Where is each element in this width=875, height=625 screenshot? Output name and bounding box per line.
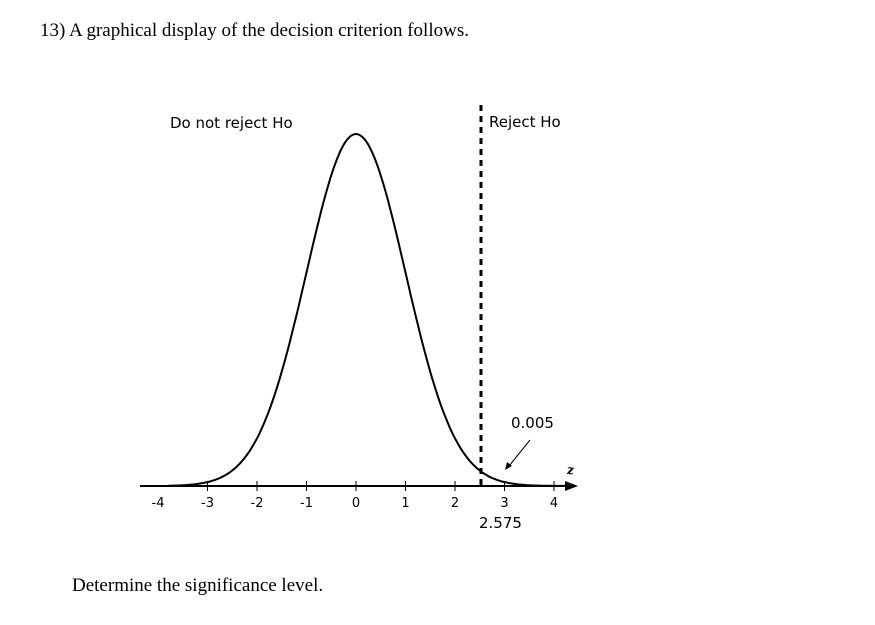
question-text: 13) A graphical display of the decision …	[40, 20, 469, 41]
critical-value-label: 2.575	[479, 514, 522, 532]
x-tick-label: -1	[300, 496, 313, 511]
x-tick-label: 2	[451, 496, 459, 511]
x-tick-label: -3	[201, 496, 214, 511]
do-not-reject-region-label: Do not reject Ho	[170, 114, 293, 132]
x-tick-label: 1	[401, 496, 409, 511]
tail-area-label: 0.005	[511, 414, 554, 432]
axis-arrowhead-icon	[565, 481, 578, 491]
x-tick-label: -4	[152, 496, 165, 511]
instruction-text: Determine the significance level.	[72, 575, 324, 596]
tail-area-pointer-head-icon	[505, 462, 512, 470]
tail-area-pointer	[508, 439, 531, 467]
normal-distribution-curve	[167, 132, 569, 487]
x-tick-label: 0	[352, 496, 360, 511]
x-tick-label: 3	[500, 496, 508, 511]
x-tick-label: -2	[251, 496, 264, 511]
x-axis-ticks: -4 -3 -2 -1 0 1 2 3 4	[152, 481, 558, 511]
reject-region-label: Reject Ho	[489, 113, 561, 131]
axis-variable-label: z	[566, 463, 575, 477]
x-tick-label: 4	[550, 496, 558, 511]
